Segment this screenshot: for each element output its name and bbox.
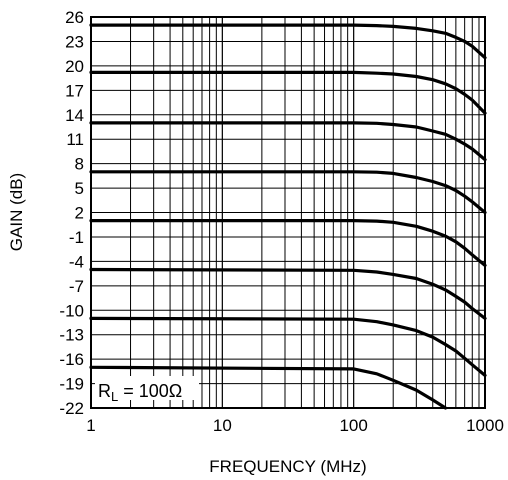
y-tick-label: -16 [59,350,84,369]
y-tick-label: -10 [59,301,84,320]
series-line-8 [89,365,448,410]
y-tick-label: 8 [75,155,84,174]
y-tick-label: 17 [65,81,84,100]
x-tick-label: 10 [213,416,232,435]
plot-frame [90,16,486,409]
load-resistance-annotation: RL = 100Ω [98,381,182,404]
annotation-value: = 100Ω [118,381,182,401]
annotation-symbol: R [98,381,111,401]
y-tick-label: 20 [65,57,84,76]
series-line-1 [89,23,487,60]
series-line-5 [89,219,487,267]
y-axis-title: GAIN (dB) [7,173,26,251]
y-tick-labels: 26 23 20 17 14 11 8 5 2 -1 -4 -7 -10 -13 -16 -19 -22 [59,8,84,418]
y-tick-label: -13 [59,326,84,345]
y-tick-label: -4 [69,252,84,271]
y-tick-label: 2 [75,204,84,223]
grid [91,17,485,408]
annotation-background [95,376,199,400]
series-line-7 [89,316,487,377]
series-line-6 [89,267,487,320]
x-tick-labels: 1 10 100 1000 [86,416,504,435]
y-tick-label: 5 [75,179,84,198]
annotation-subscript: L [111,389,118,404]
series-line-4 [89,170,487,215]
y-tick-label: -22 [59,399,84,418]
series-line-2 [89,70,487,115]
x-axis-title: FREQUENCY (MHz) [209,457,366,476]
y-tick-label: 26 [65,8,84,27]
x-tick-label: 1 [86,416,95,435]
y-tick-label: -19 [59,375,84,394]
x-tick-label: 100 [339,416,367,435]
series-line-3 [89,121,487,162]
y-tick-label: -1 [69,228,84,247]
y-tick-label: 11 [66,130,84,149]
x-tick-label: 1000 [466,416,504,435]
y-tick-label: 14 [65,106,84,125]
y-tick-label: 23 [65,32,84,51]
y-tick-label: -7 [69,277,84,296]
series-group [89,23,487,410]
